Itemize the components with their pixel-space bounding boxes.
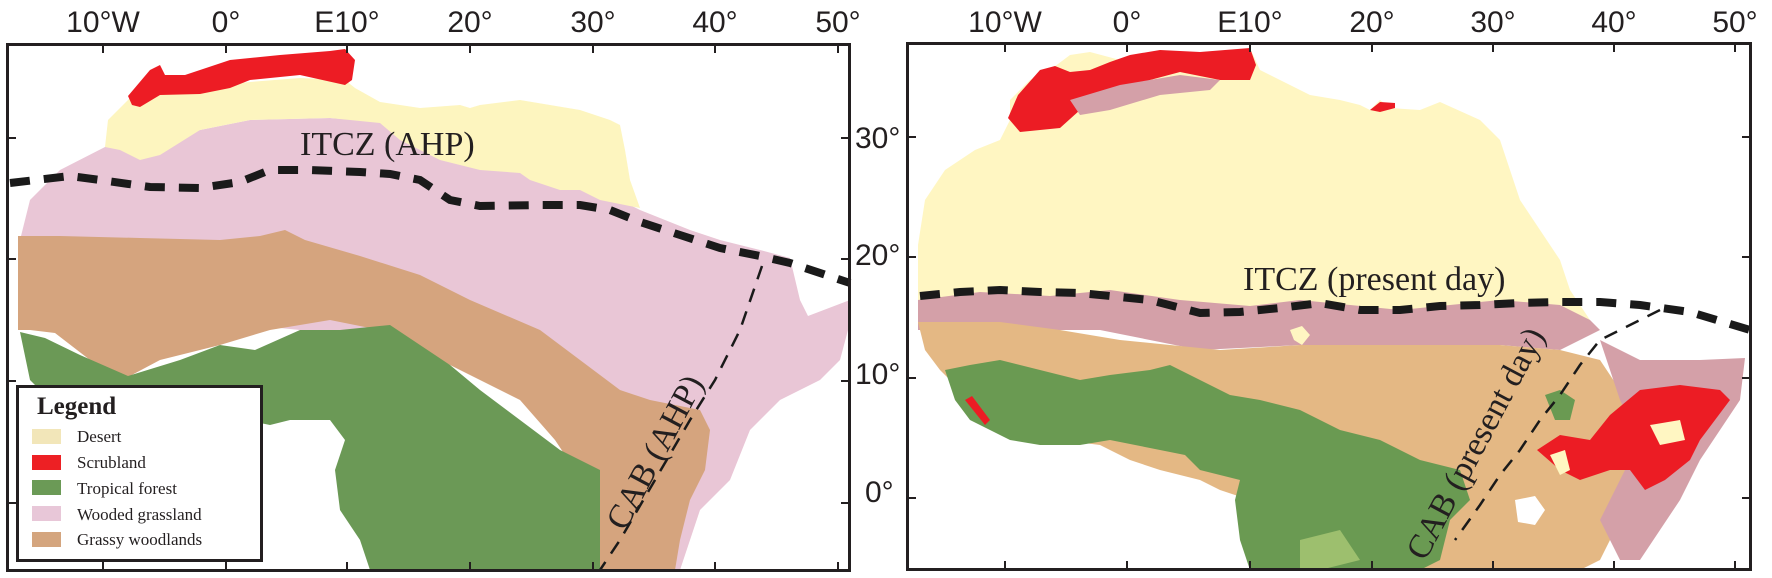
desert-zone: [918, 48, 1590, 340]
desert-patch-horn: [1650, 420, 1685, 445]
latitude-axis-labels: 30° 20° 10° 0°: [855, 122, 900, 509]
scrubland-swatch: [32, 455, 61, 470]
scrubland-zone: [128, 49, 355, 107]
y-tick-label: 0°: [865, 476, 894, 509]
scrubland-patch: [1370, 102, 1395, 112]
right-x-tick-label: 10°W: [968, 6, 1042, 39]
tropical-forest-swatch: [32, 480, 61, 495]
left-x-tick-label: 20°: [447, 6, 492, 39]
right-map-frame: [906, 42, 1752, 571]
left-x-tick-label: 30°: [570, 6, 615, 39]
legend-label: Tropical forest: [77, 479, 177, 498]
legend-item-scrubland: Scrubland: [32, 453, 146, 472]
left-top-ticks: [8, 45, 849, 570]
scrubland-zone: [1008, 48, 1256, 132]
scrubland-zone-horn: [1537, 385, 1730, 490]
tropical-forest-patch: [1545, 390, 1575, 420]
y-tick-label: 10°: [855, 358, 900, 391]
wooded-grassland-patch: [1070, 75, 1220, 115]
tropical-forest-zone: [945, 360, 1470, 569]
cab-present-day-line: [1453, 308, 1661, 541]
itcz-ahp-label: ITCZ (AHP): [300, 126, 475, 163]
legend-item-wooded-grassland: Wooded grassland: [32, 505, 202, 524]
legend: Legend Desert Scrubland Tropical forest …: [16, 385, 263, 562]
y-tick-label: 20°: [855, 239, 900, 272]
left-map-frame: [6, 43, 851, 572]
scrubland-patch: [965, 396, 990, 425]
left-map-ahp: ITCZ (AHP) CAB (AHP) Legend: [6, 43, 852, 572]
left-x-tick-label: E10°: [314, 6, 379, 39]
desert-swatch: [32, 429, 61, 444]
legend-item-grassy-woodlands: Grassy woodlands: [32, 530, 202, 549]
grassy-woodland-zone: [18, 230, 710, 570]
legend-label: Desert: [77, 427, 122, 446]
legend-label: Wooded grassland: [77, 505, 202, 524]
right-map-present-day: ITCZ (present day) CAB (present day): [906, 42, 1752, 571]
right-x-tick-label: 20°: [1349, 6, 1394, 39]
left-x-tick-label: 40°: [692, 6, 737, 39]
cab-ahp-line: [598, 265, 764, 571]
y-tick-label: 30°: [855, 122, 900, 155]
wooded-grassland-zone: [918, 290, 1600, 350]
wooded-grassland-swatch: [32, 506, 61, 521]
right-ticks: [908, 44, 1750, 569]
legend-item-tropical-forest: Tropical forest: [32, 479, 177, 498]
desert-patch-horn: [1550, 450, 1570, 475]
legend-item-desert: Desert: [32, 427, 122, 446]
left-x-tick-label: 50°: [815, 6, 860, 39]
right-x-axis-labels: 10°W 0° E10° 20° 30° 40° 50°: [968, 6, 1758, 39]
grassy-woodlands-swatch: [32, 532, 61, 547]
right-x-tick-label: 30°: [1470, 6, 1515, 39]
lake-chad-patch: [1290, 326, 1310, 345]
right-x-tick-label: 50°: [1712, 6, 1757, 39]
right-x-tick-label: 0°: [1113, 6, 1142, 39]
right-x-tick-label: E10°: [1217, 6, 1282, 39]
left-x-tick-label: 10°W: [66, 6, 140, 39]
legend-label: Grassy woodlands: [77, 530, 202, 549]
legend-title: Legend: [37, 393, 116, 420]
desert-zone: [105, 78, 640, 208]
light-green-patch: [1300, 530, 1360, 569]
legend-box: [16, 385, 263, 562]
itcz-present-day-label: ITCZ (present day): [1243, 261, 1505, 298]
left-x-axis-labels: 10°W 0° E10° 20° 30° 40° 50°: [66, 6, 861, 39]
lake-victoria: [1515, 496, 1545, 525]
right-x-tick-label: 40°: [1591, 6, 1636, 39]
left-x-tick-label: 0°: [212, 6, 241, 39]
legend-label: Scrubland: [77, 453, 146, 472]
